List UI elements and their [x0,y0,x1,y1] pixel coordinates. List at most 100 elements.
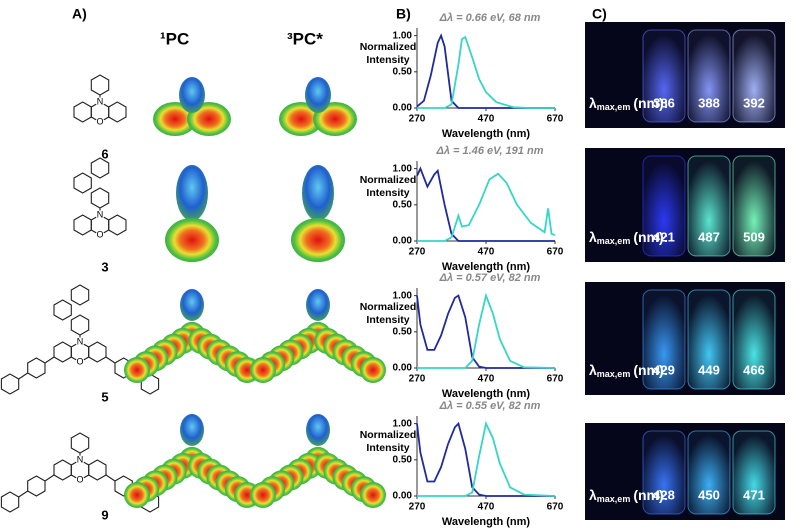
vial [732,289,776,390]
ring [73,101,92,123]
x-tick-label: 670 [547,114,564,125]
esp-lobe [165,218,219,262]
bond [105,356,116,364]
spectrum-line [417,35,555,109]
y-axis-label: Intensity [366,54,409,66]
y-axis-label: Normalized [360,301,417,313]
panel-label: A) [72,6,87,22]
emission-value: 421 [653,229,675,244]
label-unit: (nm): [633,95,668,111]
vial [642,289,686,390]
emission-value: 450 [698,487,720,502]
emission-value: 388 [698,95,720,110]
x-tick-label: 470 [478,114,495,125]
atom-label: O [76,474,83,484]
ring [53,341,72,363]
bond [18,490,29,498]
annotation: Δλ = 0.55 eV, 82 nm [439,400,541,412]
ring [0,373,20,395]
esp-lobe [250,482,276,508]
vial [687,289,731,390]
y-tick-label: 0.50 [393,326,413,337]
atom-bg [75,475,85,485]
y-tick-label: 0.00 [393,103,413,114]
panel-label: B) [396,6,411,22]
ring [108,214,127,236]
emission-value: 428 [653,487,675,502]
ring [70,432,90,454]
atom-bg [95,210,105,220]
x-axis-label: Wavelength (nm) [442,128,531,140]
ring [27,357,46,379]
annotation: Δλ = 1.46 eV, 191 nm [436,145,544,157]
y-axis-label: Normalized [360,174,417,186]
y-axis-label: Normalized [360,41,417,53]
ring [88,341,107,363]
y-axis-label: Intensity [366,442,409,454]
column-header: ³PC* [287,29,323,48]
label-symbol: λ [589,229,597,245]
x-tick-label: 270 [409,114,426,125]
x-tick-label: 470 [478,247,495,258]
atom-bg [95,117,105,127]
y-tick-label: 1.00 [393,163,413,174]
atom-bg [75,455,85,465]
label-unit: (nm): [633,229,668,245]
emission-value: 466 [743,362,765,377]
ring [53,299,72,321]
photo-label: λmax,em (nm): [589,229,668,247]
ring [108,101,127,123]
x-tick-label: 670 [547,374,564,385]
column-header: ¹PC [160,29,189,48]
compound-number: 6 [101,146,108,161]
esp-lobe [179,77,205,113]
label-subscript: max,em [597,369,631,379]
x-axis-label: Wavelength (nm) [442,261,531,273]
atom-label: O [96,229,103,239]
spectrum-line [417,292,556,369]
atom-label: N [77,454,84,464]
y-tick-label: 0.50 [393,199,413,210]
emission-value: 487 [698,229,720,244]
x-tick-label: 670 [547,247,564,258]
y-axis-label: Intensity [366,314,409,326]
spectrum-line [416,33,555,109]
atom-label: O [76,356,83,366]
atom-bg [75,357,85,367]
y-tick-label: 0.50 [393,66,413,77]
annotation: Δλ = 0.57 eV, 82 nm [439,272,541,284]
x-tick-label: 470 [478,374,495,385]
esp-lobe [302,165,334,221]
ring [70,314,90,336]
atom-bg [75,337,85,347]
vial [732,155,776,257]
emission-value: 509 [743,229,765,244]
ring [90,74,110,96]
atom-label: O [96,116,103,126]
ring [73,214,92,236]
atom-label: N [77,336,84,346]
emission-value: 471 [743,487,765,502]
label-subscript: max,em [597,494,631,504]
label-unit: (nm): [633,487,668,503]
photo-label: λmax,em (nm): [589,362,668,380]
esp-lobe [305,77,331,113]
x-tick-label: 470 [478,502,495,513]
ring [73,172,92,194]
ring [88,459,107,481]
emission-value: 392 [743,95,765,110]
label-unit: (nm): [633,362,668,378]
spectrum-line [417,172,556,242]
esp-lobe [176,165,208,221]
ring [0,491,20,513]
spectrum-line [416,421,555,497]
vial [687,430,731,515]
bond [18,372,29,380]
esp-lobe [306,289,330,321]
spectrum-line [417,420,556,497]
bond [44,356,55,364]
esp-lobe [124,357,150,383]
vial [732,29,776,123]
esp-lobe [180,289,204,321]
emission-value: 429 [653,362,675,377]
